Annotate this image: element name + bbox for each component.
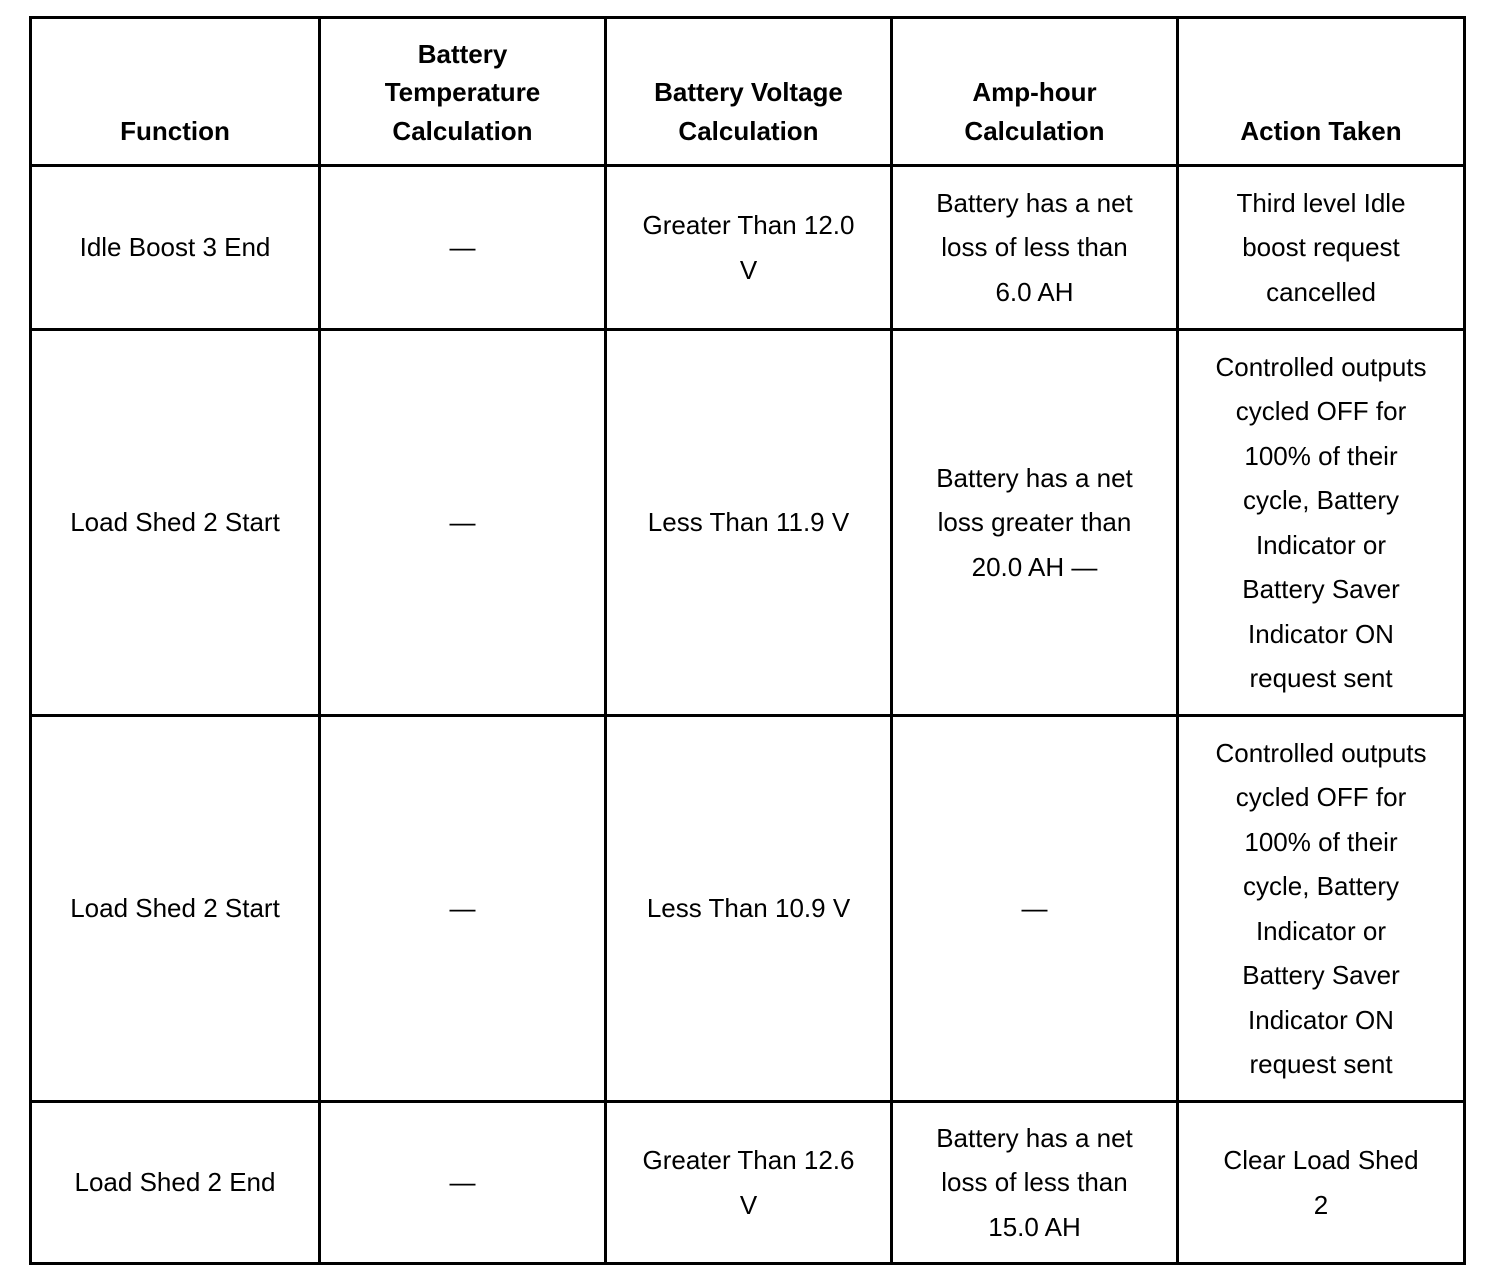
cell-battery-temperature: — [318, 164, 607, 331]
cell-battery-temperature: — [318, 714, 607, 1103]
cell-text-line: loss of less than [941, 232, 1128, 263]
cell-text-line: Idle Boost 3 End [79, 232, 271, 263]
cell-battery-voltage: Greater Than 12.0 V [604, 164, 893, 331]
cell-text-line: boost request [1242, 232, 1400, 263]
cell-text-line: Load Shed 2 Start [70, 507, 280, 538]
table-row: Idle Boost 3 End — Greater Than 12.0 V Batte… [29, 164, 1466, 331]
cell-battery-voltage: Greater Than 12.6 V [604, 1100, 893, 1265]
cell-amp-hour: Battery has a net loss greater than 20.0 A… [890, 328, 1179, 717]
cell-text-line: Indicator ON [1248, 1004, 1394, 1035]
cell-text-line: cycled OFF for [1235, 782, 1407, 812]
cell-text-line: Controlled outputs [1215, 737, 1427, 768]
cell-text-line: Battery Saver [1242, 574, 1400, 604]
cell-action-taken: Controlled outputs cycled OFF for 100% of … [1176, 328, 1466, 717]
cell-text-line: — [449, 507, 476, 538]
cell-battery-voltage: Less Than 11.9 V [604, 328, 893, 717]
cell-function: Idle Boost 3 End [29, 164, 321, 331]
cell-text-line: Controlled outputs [1215, 351, 1427, 382]
cell-text-line: 100% of their [1244, 826, 1398, 857]
cell-text-line: Calculation [678, 115, 819, 146]
header-row: Function Battery Temperature Calculation Bat… [29, 16, 1466, 167]
cell-action-taken: Clear Load Shed 2 [1176, 1100, 1466, 1265]
cell-text-line: Battery Voltage [654, 77, 843, 107]
cell-text-line: cancelled [1266, 276, 1376, 307]
cell-text-line: cycle, Battery [1242, 871, 1400, 901]
cell-text-line: — [1021, 893, 1048, 924]
cell-text-line: Less Than 10.9 V [646, 893, 851, 924]
table-row: Load Shed 2 Start — Less Than 11.9 V Batter… [29, 328, 1466, 717]
cell-function: Load Shed 2 Start [29, 714, 321, 1103]
cell-text-line: Action Taken [1240, 115, 1402, 146]
cell-text-line: Indicator ON [1248, 618, 1394, 649]
cell-text-line: Battery has a net [936, 187, 1133, 218]
column-header-amp-hour: Amp-hour Calculation [890, 16, 1179, 167]
cell-text-line: cycle, Battery [1242, 485, 1400, 515]
cell-battery-voltage: Less Than 10.9 V [604, 714, 893, 1103]
cell-text-line: — [449, 893, 476, 924]
cell-text-line: request sent [1249, 663, 1393, 693]
cell-text-line: Battery Saver [1242, 960, 1400, 990]
cell-text-line: 2 [1313, 1189, 1329, 1220]
cell-action-taken: Third level Idle boost request cancelled [1176, 164, 1466, 331]
cell-text-line: request sent [1249, 1049, 1393, 1079]
cell-amp-hour: Battery has a net loss of less than 15.0 A… [890, 1100, 1179, 1265]
cell-function: Load Shed 2 Start [29, 328, 321, 717]
cell-text-line: V [739, 1189, 758, 1220]
cell-text-line: 20.0 AH — [971, 551, 1098, 582]
cell-text-line: Greater Than 12.6 [642, 1145, 855, 1175]
cell-battery-temperature: — [318, 328, 607, 717]
cell-battery-temperature: — [318, 1100, 607, 1265]
column-header-battery-temperature: Battery Temperature Calculation [318, 16, 607, 167]
cell-text-line: V [739, 254, 758, 285]
cell-text-line: Battery [417, 38, 508, 69]
cell-text-line: Battery has a net [936, 462, 1133, 493]
cell-amp-hour: Battery has a net loss of less than 6.0 AH [890, 164, 1179, 331]
cell-text-line: loss of less than [941, 1167, 1128, 1198]
cell-text-line: Greater Than 12.0 [642, 210, 855, 240]
cell-text-line: loss greater than [937, 507, 1132, 538]
cell-function: Load Shed 2 End [29, 1100, 321, 1265]
table-row: Load Shed 2 Start — Less Than 10.9 V — Contr… [29, 714, 1466, 1103]
cell-text-line: Load Shed 2 Start [70, 893, 280, 924]
cell-text-line: Battery has a net [936, 1122, 1133, 1153]
cell-text-line: Clear Load Shed [1223, 1145, 1419, 1175]
cell-text-line: 15.0 AH [988, 1211, 1081, 1242]
cell-text-line: 100% of their [1244, 440, 1398, 471]
cell-text-line: Third level Idle [1236, 187, 1406, 218]
cell-text-line: Less Than 11.9 V [647, 507, 850, 538]
cell-text-line: Function [120, 115, 230, 146]
table-row: Load Shed 2 End — Greater Than 12.6 V Batter… [29, 1100, 1466, 1265]
cell-text-line: — [449, 232, 476, 263]
cell-text-line: 6.0 AH [995, 276, 1074, 307]
cell-text-line: Calculation [964, 115, 1105, 146]
cell-action-taken: Controlled outputs cycled OFF for 100% of … [1176, 714, 1466, 1103]
cell-text-line: Indicator or [1255, 529, 1387, 560]
cell-text-line: Calculation [392, 115, 533, 146]
column-header-battery-voltage: Battery Voltage Calculation [604, 16, 893, 167]
column-header-function: Function [29, 16, 321, 167]
cell-text-line: — [449, 1167, 476, 1198]
battery-load-shed-table: Function Battery Temperature Calculation Bat… [29, 16, 1466, 1265]
cell-text-line: cycled OFF for [1235, 396, 1407, 426]
column-header-action-taken: Action Taken [1176, 16, 1466, 167]
cell-text-line: Amp-hour [972, 77, 1097, 107]
cell-text-line: Indicator or [1255, 915, 1387, 946]
cell-text-line: Temperature [384, 77, 541, 107]
cell-amp-hour: — [890, 714, 1179, 1103]
cell-text-line: Load Shed 2 End [74, 1167, 276, 1198]
